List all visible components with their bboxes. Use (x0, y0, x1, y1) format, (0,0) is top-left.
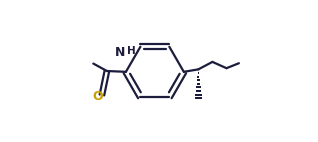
Text: N: N (115, 46, 125, 59)
Text: H: H (127, 46, 135, 56)
Text: O: O (92, 90, 103, 103)
